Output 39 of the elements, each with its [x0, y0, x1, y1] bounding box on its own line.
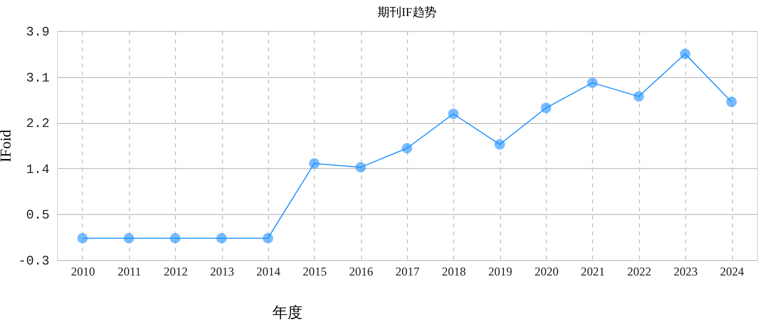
- y-tick-label: 3.9: [26, 24, 50, 40]
- point: [540, 102, 552, 114]
- point: [262, 232, 274, 244]
- point: [355, 162, 366, 173]
- point: [77, 232, 88, 244]
- point: [494, 139, 505, 150]
- x-tick-label: 2024: [720, 264, 744, 278]
- x-tick-label: 2013: [210, 264, 234, 278]
- point: [448, 108, 459, 120]
- point: [634, 91, 644, 102]
- y-tick-label: 3.1: [26, 70, 50, 86]
- chart-title: 期刊IF趋势: [378, 5, 436, 19]
- x-tick-label: 2011: [118, 264, 142, 278]
- point: [402, 142, 412, 154]
- point: [680, 48, 690, 60]
- x-tick-label: 2012: [164, 264, 188, 278]
- y-tick-label: 2.2: [26, 116, 50, 132]
- point: [216, 232, 227, 244]
- point: [124, 232, 134, 244]
- y-tick-label: 1.4: [26, 162, 50, 177]
- x-tick-label: 2021: [580, 264, 605, 278]
- x-tick-label: 2020: [534, 264, 559, 278]
- x-tick-label: 2016: [349, 264, 374, 278]
- x-tick-label: 2015: [302, 264, 327, 278]
- x-tick-label: 2010: [70, 264, 95, 278]
- x-tick-label: 2023: [674, 264, 698, 278]
- x-tick-label: 2014: [256, 264, 280, 278]
- y-tick-label: -0.3: [18, 254, 50, 268]
- x-tick-label: 2017: [396, 264, 420, 278]
- point: [309, 158, 320, 169]
- y-axis-title: IFoid: [0, 129, 14, 162]
- x-tick-label: 2019: [488, 264, 512, 278]
- x-axis-title: 年度: [272, 304, 302, 322]
- x-tick-label: 2022: [627, 264, 652, 278]
- x-tick-label: 2018: [442, 264, 466, 278]
- point: [170, 232, 180, 244]
- point: [726, 96, 737, 108]
- y-tick-label: 0.5: [26, 208, 50, 223]
- point: [587, 78, 598, 88]
